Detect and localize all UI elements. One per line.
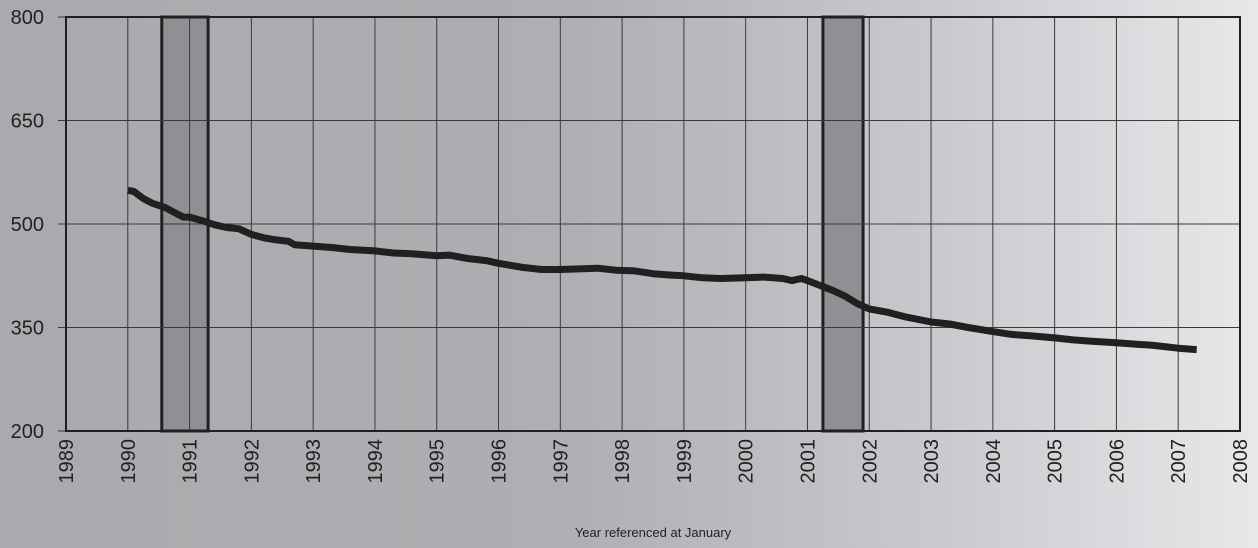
- x-tick-label-1992: 1992: [241, 439, 263, 484]
- x-tick-label-2004: 2004: [983, 439, 1005, 484]
- x-tick-label-2006: 2006: [1106, 439, 1128, 484]
- series-line-1: [128, 190, 1197, 349]
- x-tick-label-1990: 1990: [118, 439, 140, 484]
- x-tick-label-1994: 1994: [365, 439, 387, 484]
- x-tick-label-2008: 2008: [1230, 439, 1252, 484]
- x-tick-label-2002: 2002: [859, 439, 881, 484]
- x-tick-label-2003: 2003: [921, 439, 943, 484]
- x-tick-label-2005: 2005: [1045, 439, 1067, 484]
- y-tick-label-200: 200: [11, 421, 44, 443]
- x-tick-label-1995: 1995: [427, 439, 449, 484]
- x-tick-label-1998: 1998: [612, 439, 634, 484]
- y-tick-label-650: 650: [11, 111, 44, 133]
- x-tick-label-1999: 1999: [674, 439, 696, 484]
- x-tick-label-2000: 2000: [736, 439, 758, 484]
- x-tick-label-1997: 1997: [550, 439, 572, 484]
- x-tick-label-1996: 1996: [489, 439, 511, 484]
- y-tick-label-350: 350: [11, 318, 44, 340]
- x-tick-label-1991: 1991: [180, 439, 202, 484]
- x-tick-label-1993: 1993: [303, 439, 325, 484]
- y-tick-label-800: 800: [11, 7, 44, 29]
- x-tick-label-2007: 2007: [1168, 439, 1190, 484]
- x-axis-label: Year referenced at January: [575, 525, 732, 540]
- x-tick-label-2001: 2001: [797, 439, 819, 484]
- x-tick-label-1989: 1989: [56, 439, 78, 484]
- y-tick-label-500: 500: [11, 214, 44, 236]
